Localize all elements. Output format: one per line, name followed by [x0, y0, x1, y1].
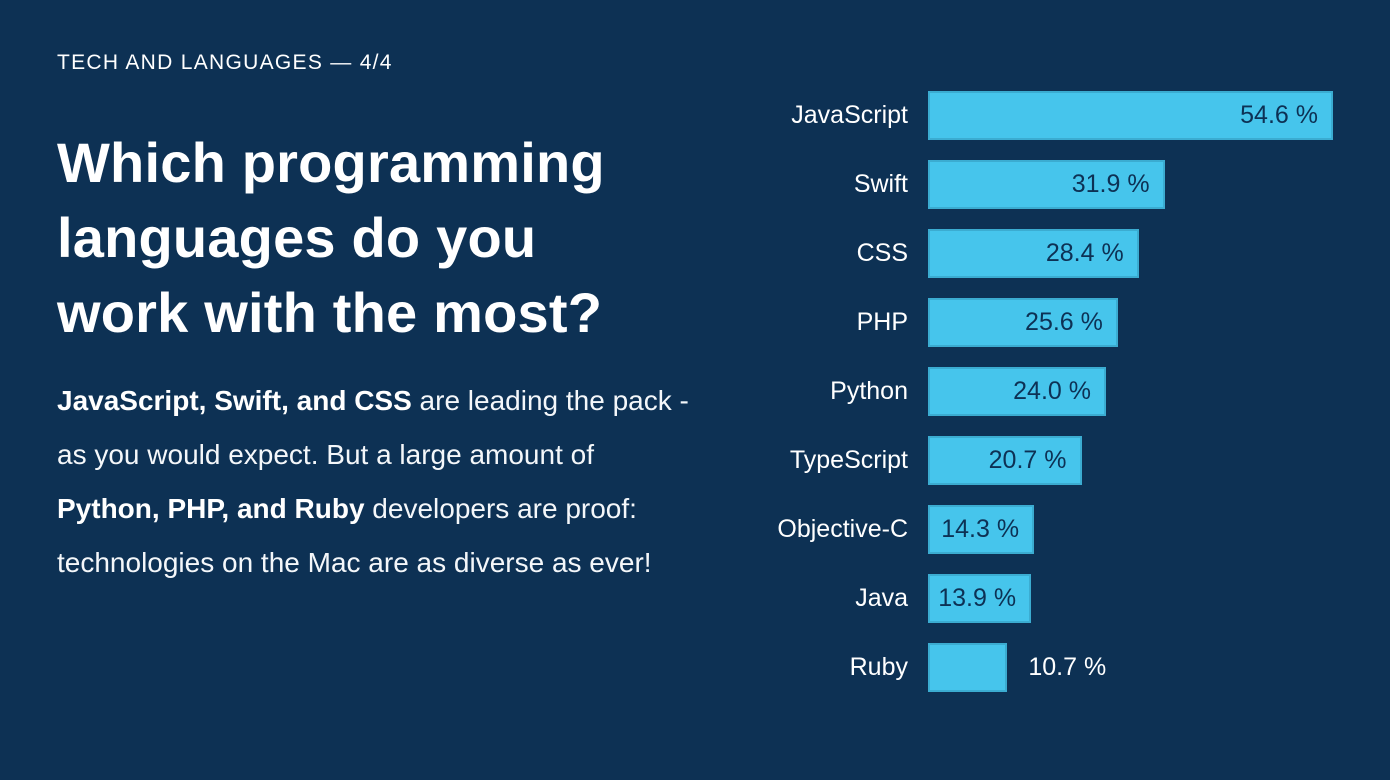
bar-track: 13.9 %	[928, 574, 1333, 623]
title-line: languages do you	[57, 206, 537, 269]
bar-value: 28.4 %	[1045, 239, 1124, 267]
bar-track: 10.7 %	[928, 643, 1333, 692]
bar-track: 28.4 %	[928, 229, 1333, 278]
chart-row: PHP 25.6 %	[740, 298, 1333, 347]
bar: 25.6 %	[928, 298, 1118, 347]
chart-row: Objective-C 14.3 %	[740, 505, 1333, 554]
body-segment: are leading the pack - as you would expe…	[57, 385, 689, 470]
bar: 24.0 %	[928, 367, 1106, 416]
bar-track: 25.6 %	[928, 298, 1333, 347]
body-segment-bold: Python, PHP, and Ruby	[57, 493, 365, 524]
bar-value: 24.0 %	[1013, 377, 1091, 405]
section-eyebrow: TECH AND LANGUAGES — 4/4	[57, 51, 393, 74]
chart-row: Java 13.9 %	[740, 574, 1333, 623]
body-segment: developers are proof: technologies on th…	[57, 493, 652, 578]
bar-category-label: TypeScript	[789, 446, 908, 474]
bar-value: 25.6 %	[1025, 308, 1103, 336]
bar: 13.9 %	[928, 574, 1032, 623]
chart-row: Ruby 10.7 %	[740, 643, 1333, 692]
chart-row: Python 24.0 %	[740, 367, 1333, 416]
title-line: work with the most?	[57, 281, 603, 344]
chart-row: TypeScript 20.7 %	[740, 436, 1333, 485]
bar: 54.6 %	[928, 91, 1333, 140]
bar-track: 54.6 %	[928, 91, 1333, 140]
bar-value: 20.7 %	[988, 446, 1067, 474]
bar: 31.9 %	[928, 160, 1165, 209]
bar-category-label: JavaScript	[791, 101, 908, 129]
page-title: Which programming languages do you work wi…	[57, 125, 707, 350]
bar-track: 20.7 %	[928, 436, 1333, 485]
bar-category-label: Swift	[853, 170, 908, 198]
bar: 28.4 %	[928, 229, 1139, 278]
title-line: Which programming	[57, 131, 605, 194]
bar-category-label: Ruby	[849, 653, 908, 681]
bar: 20.7 %	[928, 436, 1082, 485]
bar-category-label: Java	[855, 584, 908, 612]
bar-track: 24.0 %	[928, 367, 1333, 416]
bar-value: 10.7 %	[1028, 653, 1107, 681]
bar-category-label: Objective-C	[777, 515, 908, 543]
bar	[928, 643, 1008, 692]
bar-chart: JavaScript 54.6 % Swift 31.9 % CSS 28.4 % PHP 2…	[740, 91, 1333, 692]
bar-track: 31.9 %	[928, 160, 1333, 209]
bar: 14.3 %	[928, 505, 1035, 554]
text-column: TECH AND LANGUAGES — 4/4 Which programmi…	[57, 47, 707, 590]
bar-category-label: Python	[830, 377, 908, 405]
body-paragraph: JavaScript, Swift, and CSS are leading t…	[57, 374, 697, 590]
bar-value: 54.6 %	[1240, 101, 1318, 129]
bar-category-label: CSS	[856, 239, 908, 267]
bar-value: 13.9 %	[938, 584, 1017, 612]
chart-row: JavaScript 54.6 %	[740, 91, 1333, 140]
chart-row: Swift 31.9 %	[740, 160, 1333, 209]
chart-row: CSS 28.4 %	[740, 229, 1333, 278]
bar-track: 14.3 %	[928, 505, 1333, 554]
body-segment-bold: JavaScript, Swift, and CSS	[57, 385, 412, 416]
bar-value: 14.3 %	[941, 515, 1020, 543]
bar-value: 31.9 %	[1071, 170, 1150, 198]
bar-category-label: PHP	[856, 308, 908, 336]
